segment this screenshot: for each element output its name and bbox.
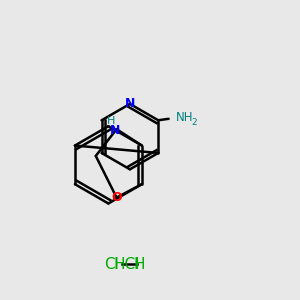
Text: H: H [134, 257, 145, 272]
Text: N: N [125, 98, 135, 110]
Text: N: N [110, 124, 120, 137]
Text: HCl: HCl [113, 257, 140, 272]
Text: 2: 2 [191, 118, 197, 127]
Text: H: H [107, 116, 116, 126]
Text: O: O [111, 191, 122, 204]
Text: NH: NH [176, 111, 194, 124]
Text: Cl: Cl [104, 257, 119, 272]
